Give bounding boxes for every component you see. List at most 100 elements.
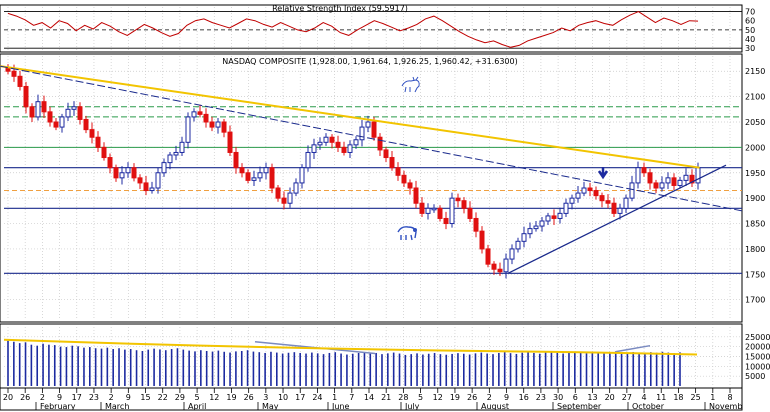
rsi-y-tick: 70 (745, 8, 755, 17)
candle-body (215, 121, 221, 128)
candle-body (239, 167, 245, 174)
candle-body (95, 136, 101, 148)
candle-body (539, 220, 545, 227)
x-tick-label: 12 (433, 393, 443, 402)
volume-moving-average (3, 338, 698, 356)
candle-body (365, 121, 371, 128)
x-tick-label: 5 (195, 393, 200, 402)
candle-body (11, 70, 17, 77)
x-tick-label: 13 (587, 393, 597, 402)
candle-body (47, 111, 53, 123)
candle-body (173, 151, 179, 156)
x-tick-label: 26 (467, 393, 477, 402)
x-tick-label: 10 (278, 393, 288, 402)
candle-body (569, 197, 575, 204)
rsi-title: Relative Strength Index (59.5917) (272, 4, 408, 13)
candle-body (557, 212, 563, 219)
x-tick-label: 5 (418, 393, 423, 402)
candle-body (83, 118, 89, 131)
candle-body (257, 172, 263, 179)
price-y-tick: 2050 (745, 118, 765, 127)
candle-body (197, 111, 203, 115)
x-tick-label: 3 (263, 393, 268, 402)
volume-trend-line (615, 344, 651, 353)
candle-body (635, 167, 641, 184)
candle-body (647, 172, 653, 184)
candle-body (581, 187, 587, 194)
candle-body (377, 136, 383, 151)
candle-body (521, 233, 527, 242)
rsi-reference-lines (4, 11, 742, 49)
volume-y-tick: 25000 (745, 333, 770, 342)
candle-body (695, 167, 701, 184)
candle-body (653, 182, 659, 189)
candle-body (671, 177, 677, 186)
month-label: March (105, 402, 129, 411)
candle-body (137, 177, 143, 184)
price-y-tick: 1900 (745, 194, 765, 203)
x-tick-label: 1 (332, 393, 337, 402)
x-tick-label: 25 (691, 393, 701, 402)
x-tick-label: 29 (175, 393, 185, 402)
candle-body (383, 149, 389, 159)
bear-icon (397, 226, 417, 241)
candle-body (455, 197, 461, 202)
x-tick-label: 8 (727, 393, 732, 402)
yellow-downtrend-line (0, 65, 700, 169)
blue-dashed-downtrend-line (0, 65, 743, 212)
price-y-tick: 1800 (745, 245, 765, 254)
x-tick-label: 15 (140, 393, 150, 402)
candle-body (23, 85, 29, 108)
candle-body (503, 258, 509, 273)
candle-body (269, 167, 275, 189)
x-tick-label: 27 (622, 393, 632, 402)
candle-body (545, 215, 551, 222)
candle-body (431, 207, 437, 211)
x-tick-label: 28 (398, 393, 408, 402)
x-tick-label: 20 (605, 393, 615, 402)
volume-y-tick: 20000 (745, 343, 770, 352)
candle-body (191, 111, 197, 118)
xaxis-frame (0, 387, 743, 411)
x-tick-label: 9 (504, 393, 509, 402)
candle-body (155, 172, 161, 189)
month-label: October (632, 402, 665, 411)
candle-body (389, 157, 395, 169)
candle-body (437, 207, 443, 219)
candle-body (497, 268, 503, 273)
candle-body (683, 174, 689, 181)
month-label: Novemb (709, 402, 742, 411)
candle-body (185, 116, 191, 143)
month-label: February (40, 402, 76, 411)
candle-body (341, 146, 347, 153)
rsi-panel-frame (0, 4, 743, 53)
candle-body (89, 129, 95, 138)
candle-body (107, 157, 113, 169)
bull-icon (401, 76, 420, 93)
candle-body (209, 121, 215, 128)
volume-y-tick: 15000 (745, 353, 770, 362)
candle-body (515, 240, 521, 250)
candle-body (593, 190, 599, 197)
candle-body (305, 151, 311, 169)
candle-body (407, 182, 413, 189)
candle-body (443, 217, 449, 225)
rsi-y-tick: 30 (745, 44, 755, 53)
candle-body (203, 113, 209, 123)
candle-body (77, 106, 83, 120)
x-tick-label: 16 (519, 393, 529, 402)
candle-body (563, 202, 569, 214)
x-tick-label: 19 (450, 393, 460, 402)
candle-body (617, 207, 623, 214)
price-y-tick: 2000 (745, 143, 765, 152)
candle-body (179, 141, 185, 153)
rsi-line (7, 11, 699, 48)
candle-body (59, 116, 65, 128)
candle-body (29, 106, 35, 118)
candle-body (161, 162, 167, 174)
month-labels: February March April May June July August Septe… (35, 402, 742, 411)
down-arrow-icon (597, 167, 609, 180)
candle-body (143, 182, 149, 192)
candle-body (359, 126, 365, 141)
